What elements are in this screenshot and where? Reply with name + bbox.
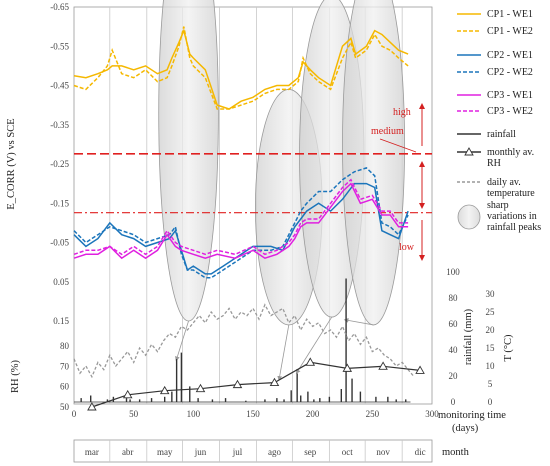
series-line-cp1-we2	[73, 26, 409, 110]
weather-layer	[73, 278, 425, 411]
legend-sharp-variations-in-rainfall-peaks-label: sharp variations in rainfall peaks	[487, 200, 541, 233]
x-tick-6: 300	[425, 409, 439, 419]
rh-tick-3: 80	[60, 341, 70, 351]
ecorr-tick-7: 0.05	[53, 277, 69, 287]
ellipse-arrow-4	[343, 318, 374, 326]
series-line-cp2-we1	[73, 182, 409, 275]
legend-daily-av-temperature-label: daily av. temperature	[487, 177, 535, 199]
rain-tick-3: 60	[449, 319, 459, 329]
series-line-cp1-we1	[73, 28, 409, 110]
ecorr-axis-label: E_CORR (V) vs SCE	[6, 118, 17, 209]
ellipse-arrow-1	[175, 320, 189, 362]
temp-tick-0: 0	[488, 397, 493, 407]
x-tick-5: 250	[366, 409, 380, 419]
legend-cp1-we2-label: CP1 - WE2	[487, 26, 533, 37]
x-tick-1: 50	[129, 409, 139, 419]
axes-layer: -0.65 -0.55 -0.45 -0.35 -0.25 -0.15 -0.05 0.05 0…	[6, 2, 514, 463]
month-label-abr: abr	[122, 447, 134, 457]
series-line-cp3-we2	[73, 178, 409, 256]
month-label-dic: dic	[415, 447, 426, 457]
zone-label-low: low	[399, 242, 415, 253]
temp-tick-1: 5	[488, 379, 493, 389]
series-layer	[73, 26, 409, 279]
rain-tick-4: 80	[449, 293, 459, 303]
legend-cp3-we1-label: CP3 - WE1	[487, 90, 533, 101]
month-label-nov: nov	[376, 447, 390, 457]
month-label-mar: mar	[85, 447, 99, 457]
rh-marker-4	[232, 379, 243, 389]
temp-tick-6: 30	[486, 289, 496, 299]
ecorr-tick-0: -0.65	[50, 2, 69, 12]
rh-marker-3	[195, 383, 206, 393]
rh-marker-7	[342, 363, 353, 372]
series-line-cp3-we1	[73, 182, 409, 260]
rh-marker-2	[159, 385, 170, 395]
month-label-ago: ago	[268, 447, 281, 457]
ecorr-tick-4: -0.25	[50, 159, 69, 169]
rh-marker-6	[305, 357, 316, 366]
legend-cp3-we2-label: CP3 - WE2	[487, 106, 533, 117]
legend-cp2-we2-label: CP2 - WE2	[487, 67, 533, 78]
legend-cp1-we1-label: CP1 - WE1	[487, 9, 533, 20]
zone-label-medium: medium	[371, 126, 404, 137]
month-label-may: may	[157, 447, 173, 457]
ecorr-tick-3: -0.35	[50, 120, 69, 130]
zone-leader-medium	[379, 138, 417, 153]
legend-cp2-we1-label: CP2 - WE1	[487, 50, 533, 61]
legend-sharp-variations-in-rainfall-peaks-swatch	[457, 204, 481, 230]
ecorr-tick-1: -0.55	[50, 41, 69, 51]
legend-rainfall-label: rainfall	[487, 129, 516, 140]
ellipse-arrow-2	[277, 324, 290, 381]
temperature-line	[73, 303, 415, 379]
x-tick-3: 150	[246, 409, 260, 419]
legend-monthly-av-rh-marker	[464, 147, 474, 156]
temp-tick-2: 10	[486, 361, 496, 371]
month-label-sep: sep	[304, 447, 316, 457]
month-label-jun: jun	[194, 447, 207, 457]
temp-tick-5: 25	[486, 307, 496, 317]
rh-line	[91, 361, 421, 408]
ellipse-layer	[158, 0, 405, 381]
temp-tick-3: 15	[486, 343, 496, 353]
temp-tick-4: 20	[486, 325, 496, 335]
rain-tick-2: 40	[449, 345, 459, 355]
rh-tick-0: 50	[60, 402, 70, 412]
legend-monthly-av-rh-label: monthly av. RH	[487, 147, 534, 169]
ecorr-tick-8: 0.15	[53, 316, 69, 326]
threshold-layer	[74, 152, 432, 214]
x-tick-4: 200	[306, 409, 320, 419]
rh-marker-9	[415, 365, 425, 374]
month-label-oct: oct	[342, 447, 353, 457]
ecorr-tick-2: -0.45	[50, 81, 69, 91]
month-label-jul: jul	[232, 447, 243, 457]
rh-marker-8	[378, 361, 388, 370]
rain-tick-5: 100	[446, 267, 460, 277]
x-tick-0: 0	[72, 409, 77, 419]
ellipse-arrow-3	[295, 316, 333, 375]
rain-tick-0: 0	[451, 397, 456, 407]
rain-axis-label: rainfall (mm)	[463, 308, 474, 365]
temp-axis-label: T (°C)	[503, 334, 514, 362]
legend: CP1 - WE1 CP1 - WE2 CP2 - WE1 CP2 - WE2 CP3 …	[457, 9, 541, 233]
month-row	[73, 439, 433, 463]
ecorr-tick-5: -0.15	[50, 198, 69, 208]
month-axis-label: month	[442, 447, 470, 458]
ecorr-tick-6: -0.05	[50, 238, 69, 248]
x-axis-label: monitoring time	[438, 410, 506, 421]
rh-marker-1	[122, 389, 133, 399]
series-line-cp2-we2	[73, 167, 409, 279]
rh-tick-1: 60	[60, 382, 70, 392]
zone-label-high: high	[393, 107, 411, 118]
rain-tick-1: 20	[449, 371, 459, 381]
rh-marker-5	[269, 377, 280, 387]
rh-axis-label: RH (%)	[10, 360, 21, 393]
x-tick-2: 100	[187, 409, 201, 419]
plot-frame	[73, 6, 433, 405]
rh-marker-0	[87, 402, 97, 411]
x-axis-unit: (days)	[452, 423, 479, 434]
rh-tick-2: 70	[60, 361, 70, 371]
